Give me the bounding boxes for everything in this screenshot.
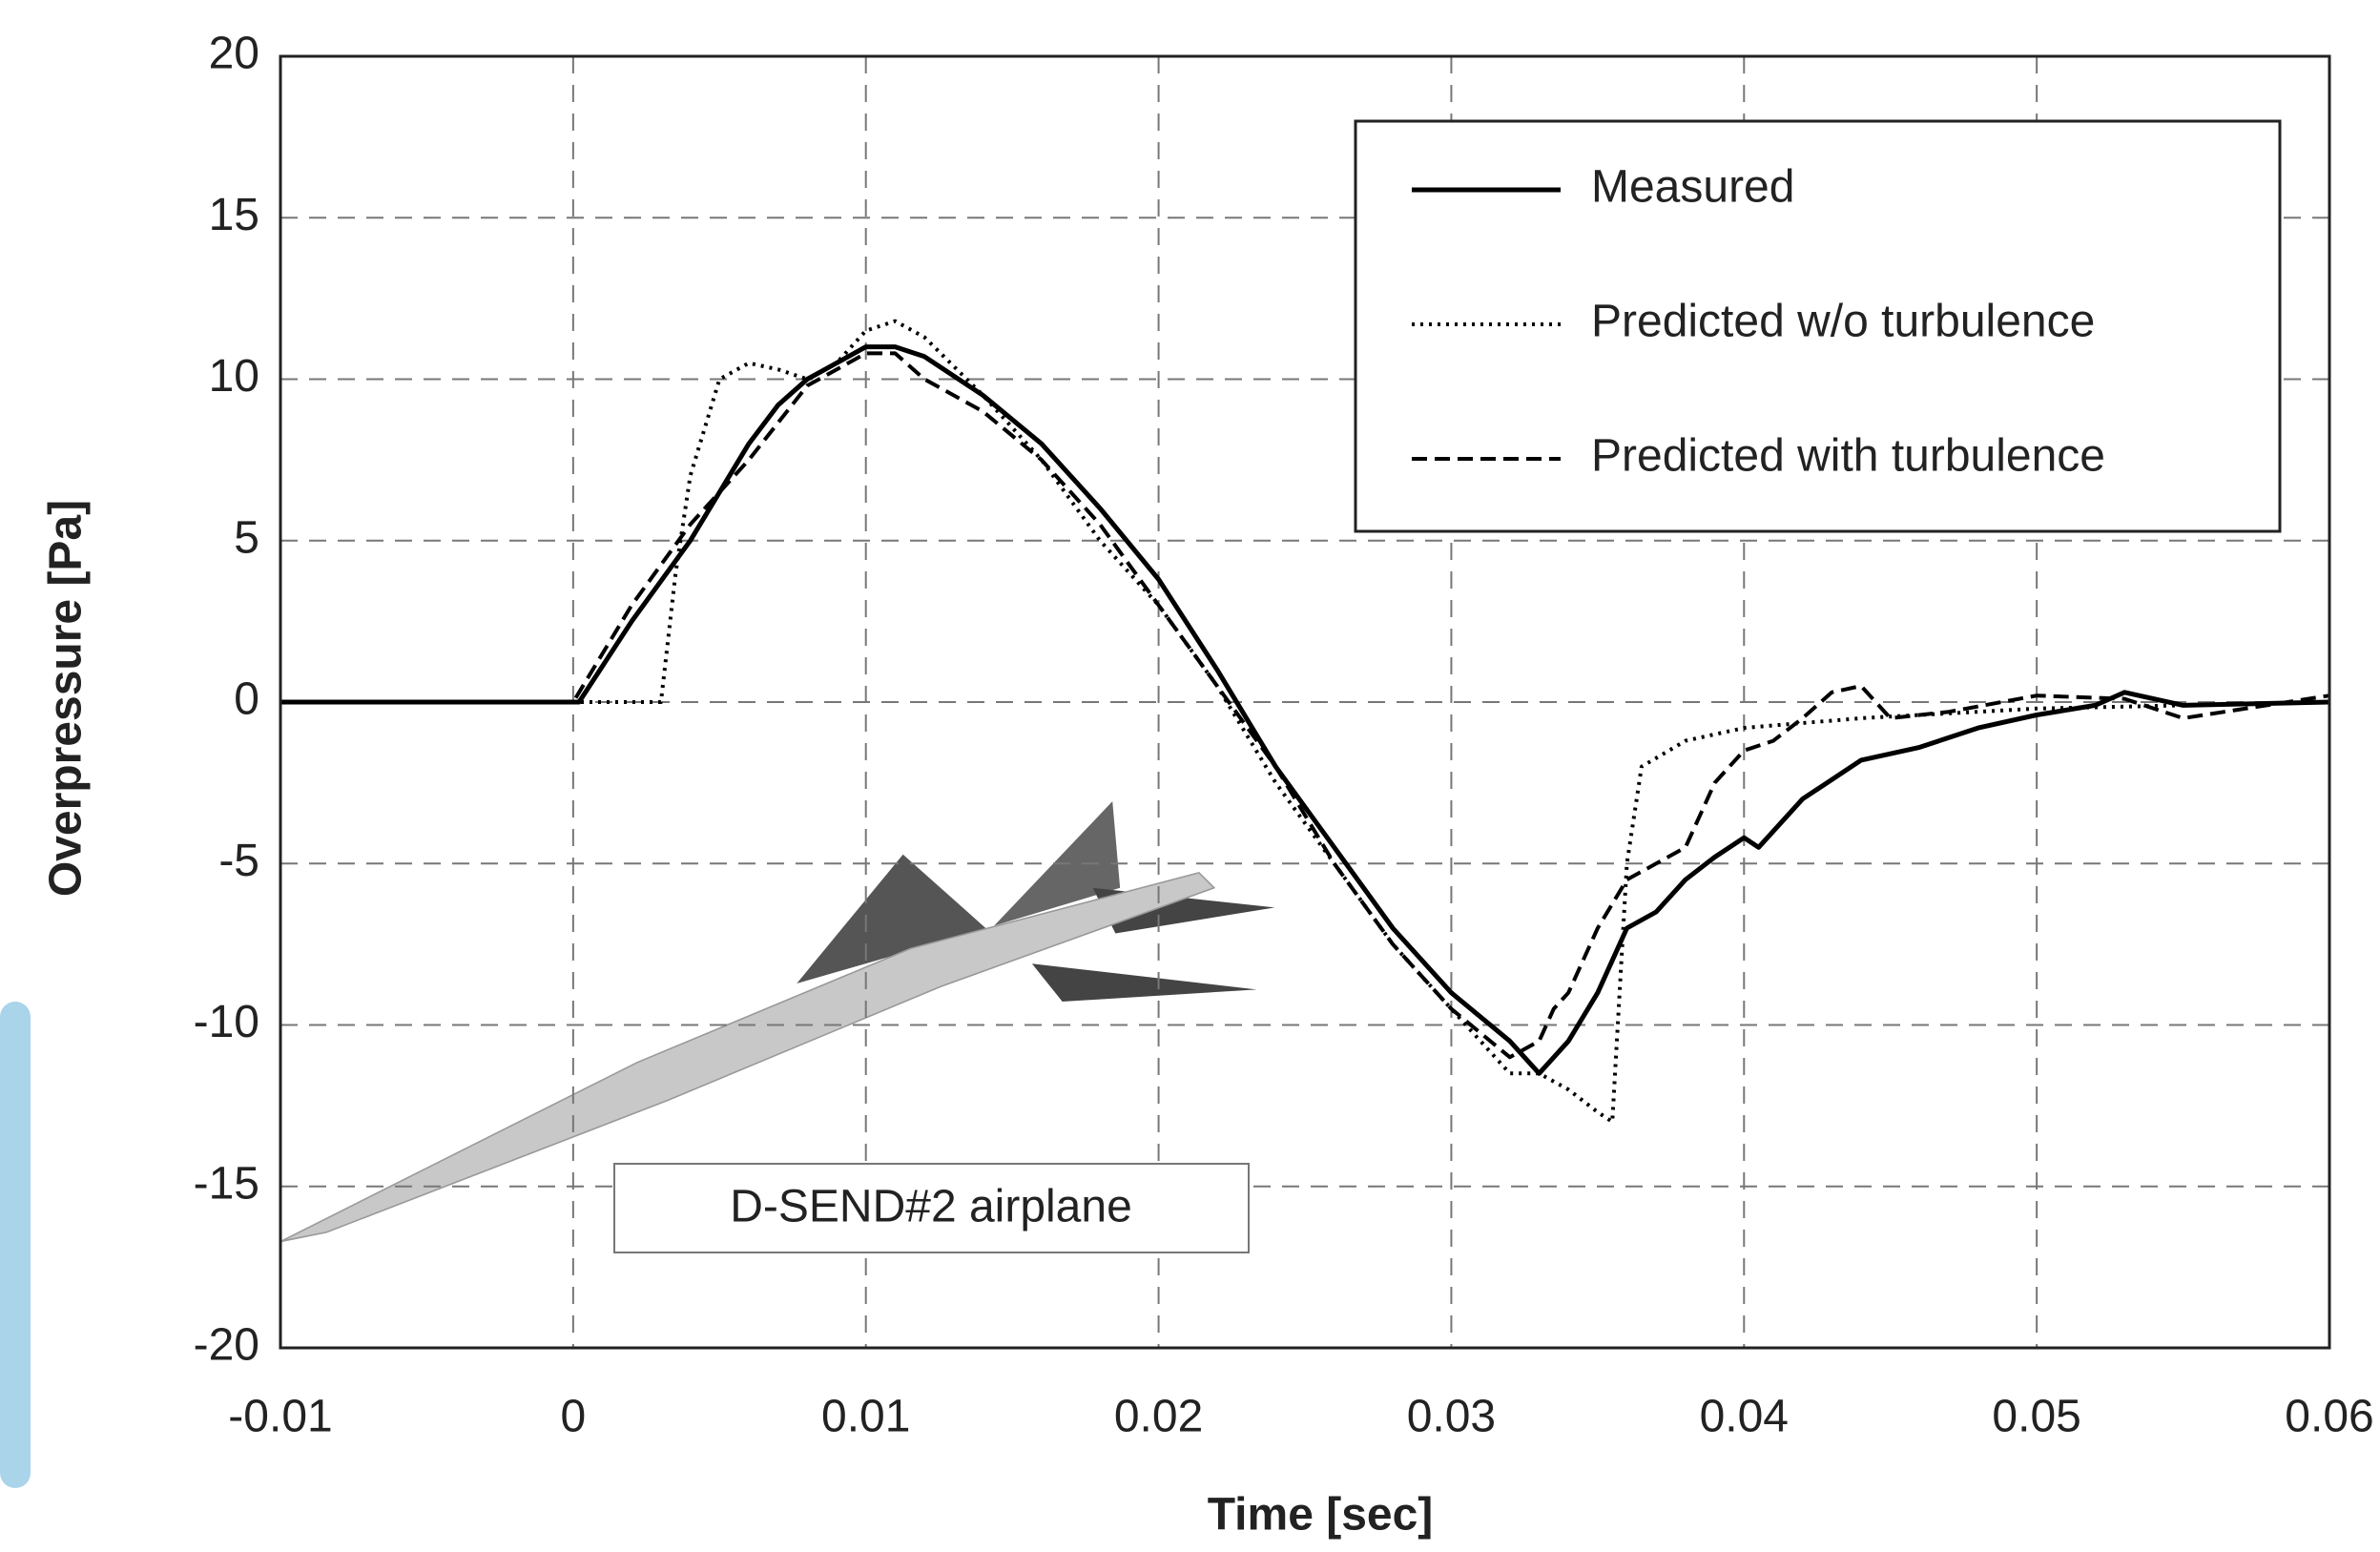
y-tick-label: 0 <box>234 674 259 725</box>
y-axis-label: Overpressure [Pa] <box>41 500 92 897</box>
x-tick-label: 0.04 <box>1700 1392 1789 1442</box>
stabilizer <box>1031 963 1257 1003</box>
plot-frame <box>279 54 2331 1350</box>
series-line <box>280 351 2330 1060</box>
x-tick-label: 0 <box>561 1392 587 1442</box>
y-tick-label: -10 <box>194 997 259 1047</box>
legend-label: Predicted with turbulence <box>1591 431 2105 482</box>
x-tick-label: 0.05 <box>1992 1392 2080 1442</box>
x-tick-label: 0.01 <box>821 1392 910 1442</box>
x-tick-label: 0.06 <box>2285 1392 2373 1442</box>
annotation-box <box>613 1163 1250 1253</box>
annotation: D-SEND#2 airplane <box>730 1182 1132 1232</box>
y-tick-label: -15 <box>194 1158 259 1209</box>
fuselage <box>279 871 1216 1243</box>
wing <box>797 854 987 983</box>
series-line <box>280 344 2330 1076</box>
legend-label: Measured <box>1591 162 1794 213</box>
x-tick-label: 0.03 <box>1407 1392 1496 1442</box>
x-axis-label: Time [sec] <box>1208 1490 1434 1541</box>
y-tick-label: 10 <box>209 351 259 402</box>
x-tick-label: 0.02 <box>1114 1392 1203 1442</box>
y-tick-label: 5 <box>234 512 259 563</box>
legend-label: Predicted w/o turbulence <box>1591 297 2095 347</box>
y-tick-label: -20 <box>194 1320 259 1371</box>
y-tick-label: 20 <box>209 29 259 79</box>
series-line <box>280 319 2330 1124</box>
y-tick-label: -5 <box>218 836 259 886</box>
y-tick-label: 15 <box>209 190 259 240</box>
decoration <box>0 1002 31 1488</box>
x-tick-label: -0.01 <box>228 1392 332 1442</box>
